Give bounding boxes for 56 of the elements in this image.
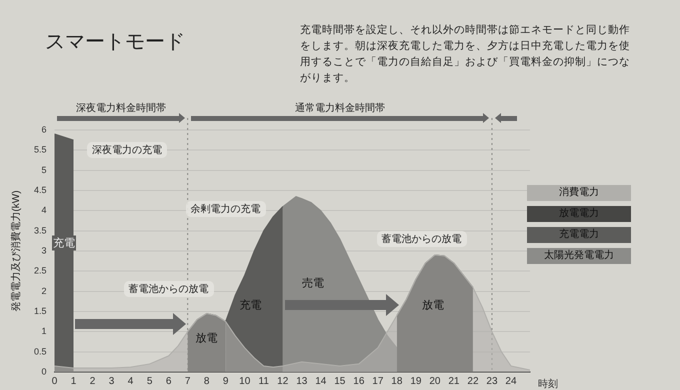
y-tick-label: 3 <box>41 245 47 256</box>
annotation: 深夜電力の充電 <box>86 142 167 158</box>
x-tick-label: 21 <box>448 376 460 387</box>
x-tick-label: 4 <box>128 376 134 387</box>
y-tick-label: 3.5 <box>34 225 47 236</box>
annotation: 充電 <box>239 298 262 313</box>
annotation: 売電 <box>302 276 324 291</box>
x-tick-label: 17 <box>372 376 384 387</box>
text: 充電電力 <box>527 227 631 243</box>
x-tick-label: 10 <box>239 376 251 387</box>
x-tick-label: 7 <box>184 376 191 387</box>
annotation: 蓄電池からの放電 <box>124 281 214 298</box>
annotation: 放電 <box>196 330 218 346</box>
x-tick-label: 9 <box>222 376 229 387</box>
x-tick-label: 3 <box>108 376 115 387</box>
text: 通常電力料金時間帯 <box>294 102 385 115</box>
x-tick-label: 1 <box>70 376 77 387</box>
x-tick-label: 16 <box>353 376 365 387</box>
y-axis-title: 発電電力及び消費電力(kW) <box>10 190 22 312</box>
x-axis-title: 時刻 <box>538 378 558 390</box>
x-tick-label: 20 <box>429 376 441 387</box>
x-tick-label: 19 <box>410 376 422 387</box>
x-tick-label: 0 <box>52 376 58 387</box>
x-tick-label: 14 <box>315 376 327 387</box>
text: 太陽光発電電力 <box>527 248 631 264</box>
chart-subtitle: 充電時間帯を設定し、それ以外の時間帯は節エネモードと同じ動作をします。朝は深夜充電した電力を、夕方は日中充電した電力を使用することで「電力の自給自足」および「買電料金の抑制」につながります。 <box>300 23 631 86</box>
chart-title: スマートモード <box>45 28 185 55</box>
x-tick-label: 13 <box>296 376 308 387</box>
x-tick-label: 23 <box>486 376 498 387</box>
x-tick-label: 11 <box>258 376 270 387</box>
annotation: 余剰電力の充電 <box>186 200 266 217</box>
x-tick-label: 5 <box>146 376 153 387</box>
x-tick-label: 22 <box>467 376 479 387</box>
y-tick-label: 1.5 <box>34 306 47 316</box>
y-tick-label: 2.5 <box>34 266 47 276</box>
y-tick-label: 5.5 <box>34 144 47 155</box>
x-tick-label: 24 <box>505 376 517 387</box>
x-tick-label: 8 <box>204 376 210 387</box>
x-tick-label: 12 <box>277 376 289 387</box>
annotation: 蓄電池からの放電 <box>376 230 467 247</box>
y-tick-label: 2 <box>41 286 47 296</box>
x-tick-label: 18 <box>391 376 403 387</box>
y-tick-label: 4.5 <box>34 184 47 195</box>
x-tick-label: 15 <box>334 376 346 387</box>
y-tick-label: 5 <box>41 164 47 175</box>
text: 消費電力 <box>527 185 631 201</box>
annotation: 放電 <box>422 298 444 313</box>
text: 深夜電力料金時間帯 <box>76 102 166 115</box>
y-tick-label: 0 <box>41 366 47 376</box>
x-tick-label: 6 <box>166 376 172 387</box>
y-tick-label: 1 <box>41 326 47 336</box>
y-tick-label: 4 <box>41 205 47 216</box>
annotation: 充電 <box>52 235 76 250</box>
y-tick-label: 6 <box>41 124 47 134</box>
x-tick-label: 2 <box>90 376 96 387</box>
y-tick-label: 0.5 <box>34 346 47 356</box>
